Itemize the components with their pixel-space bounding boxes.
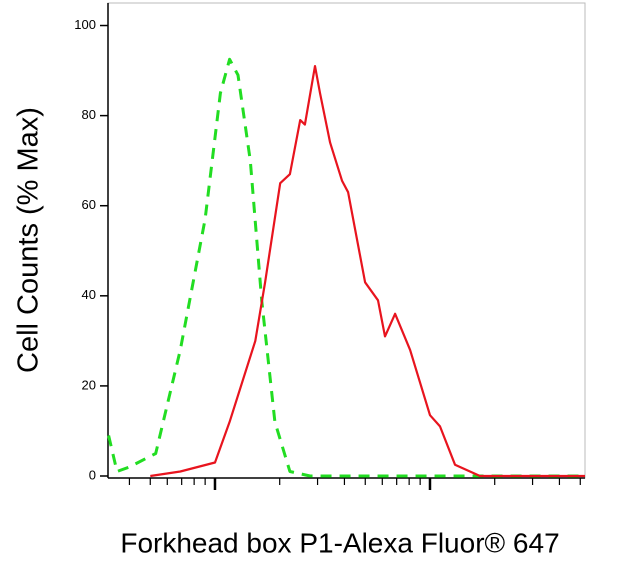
y-tick-label: 40 (82, 287, 96, 302)
series-line (107, 57, 585, 478)
plot-frame (107, 2, 586, 479)
series-line (150, 65, 585, 478)
y-tick-label: 100 (74, 17, 96, 32)
y-tick-label: 0 (89, 467, 96, 482)
y-axis-label: Cell Counts (% Max) (13, 107, 45, 373)
y-tick-label: 60 (82, 197, 96, 212)
y-tick-label: 80 (82, 107, 96, 122)
y-tick-label: 20 (82, 377, 96, 392)
x-axis-label: Forkhead box P1-Alexa Fluor® 647 (120, 527, 559, 558)
